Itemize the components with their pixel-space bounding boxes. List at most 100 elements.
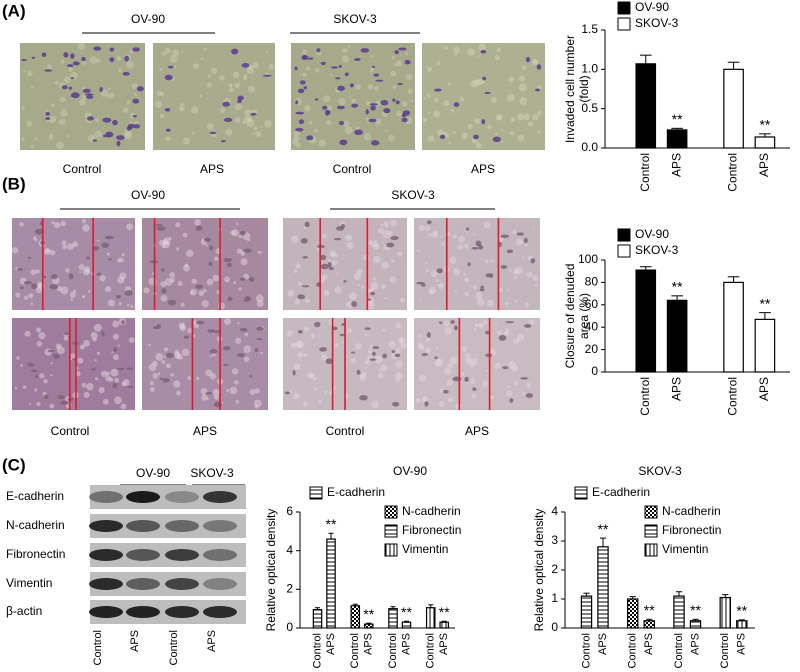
y-tick-label: 20	[585, 342, 599, 356]
texture	[35, 286, 43, 294]
texture	[349, 292, 357, 301]
texture	[427, 111, 431, 115]
legend-swatch	[644, 543, 658, 557]
blot-row-label: N-cadherin	[6, 518, 65, 532]
texture	[126, 223, 134, 231]
cell	[421, 284, 426, 287]
legend-label: Fibronectin	[402, 523, 461, 537]
texture	[117, 258, 121, 263]
cell	[236, 353, 245, 358]
cell	[475, 240, 482, 247]
texture	[53, 221, 61, 229]
texture	[452, 233, 458, 239]
texture	[328, 319, 336, 326]
cell	[241, 62, 250, 68]
texture	[176, 353, 183, 360]
texture	[441, 242, 445, 247]
texture	[491, 97, 498, 104]
bar	[363, 623, 374, 629]
x-tick-label: Control	[387, 633, 399, 668]
texture	[230, 230, 236, 236]
cell	[351, 301, 358, 307]
cell	[35, 374, 39, 379]
texture	[229, 386, 238, 395]
cell	[166, 128, 171, 132]
x-tick-label: APS	[757, 153, 771, 177]
y-axis-label: Relative optical density	[264, 509, 278, 632]
cell	[70, 53, 75, 59]
texture	[67, 243, 74, 250]
texture	[365, 117, 369, 121]
texture	[359, 374, 366, 381]
group-label: OV-90	[131, 12, 165, 26]
texture	[224, 276, 231, 283]
cell	[132, 98, 140, 104]
texture	[377, 227, 384, 234]
texture	[395, 360, 403, 369]
texture	[81, 382, 87, 388]
texture	[83, 339, 90, 347]
texture	[418, 334, 422, 338]
band	[203, 491, 237, 503]
cell	[156, 226, 166, 231]
cell	[391, 350, 396, 354]
texture	[51, 220, 55, 225]
texture	[107, 299, 115, 307]
texture	[240, 258, 248, 266]
lane-label: APS	[129, 630, 141, 652]
cell	[370, 105, 376, 111]
texture	[121, 253, 125, 257]
cell	[209, 131, 217, 135]
cell	[397, 82, 403, 86]
cell	[249, 276, 255, 282]
cell	[112, 119, 118, 126]
texture	[313, 387, 318, 391]
cell	[402, 110, 411, 116]
cell	[223, 258, 232, 263]
cell	[50, 274, 58, 280]
cell	[126, 385, 134, 388]
texture	[118, 68, 123, 73]
band	[126, 606, 160, 618]
texture	[34, 388, 38, 392]
chart-title: SKOV-3	[638, 464, 682, 478]
texture	[170, 372, 175, 377]
texture	[514, 275, 518, 279]
band	[126, 520, 160, 532]
texture	[381, 261, 389, 270]
texture	[112, 333, 119, 340]
texture	[246, 118, 255, 127]
texture	[219, 75, 225, 81]
cell	[115, 294, 121, 299]
texture	[449, 356, 458, 365]
texture	[199, 94, 203, 98]
cell	[390, 236, 399, 241]
texture	[524, 243, 528, 247]
band	[165, 606, 199, 618]
legend-label: Vimentin	[662, 542, 708, 556]
texture	[418, 224, 425, 231]
cell	[320, 61, 326, 66]
cell	[369, 358, 377, 361]
cell	[320, 263, 330, 270]
texture	[114, 396, 122, 405]
legend-label: N-cadherin	[662, 504, 721, 518]
cell	[262, 74, 272, 77]
texture	[302, 72, 307, 78]
texture	[474, 323, 479, 328]
texture	[351, 98, 356, 104]
texture	[46, 64, 53, 70]
cell	[502, 366, 509, 370]
texture	[28, 403, 32, 406]
texture	[437, 129, 445, 137]
cell	[254, 348, 259, 352]
western-blot: E-cadherin N-cadherin Fibronectin Vimentin β…	[6, 485, 246, 624]
cell	[328, 266, 334, 271]
cell	[109, 57, 115, 63]
texture	[66, 134, 69, 138]
texture	[391, 55, 395, 59]
x-tick-label: APS	[757, 377, 771, 401]
texture	[294, 269, 298, 273]
cell	[472, 387, 477, 391]
cell	[295, 127, 304, 132]
